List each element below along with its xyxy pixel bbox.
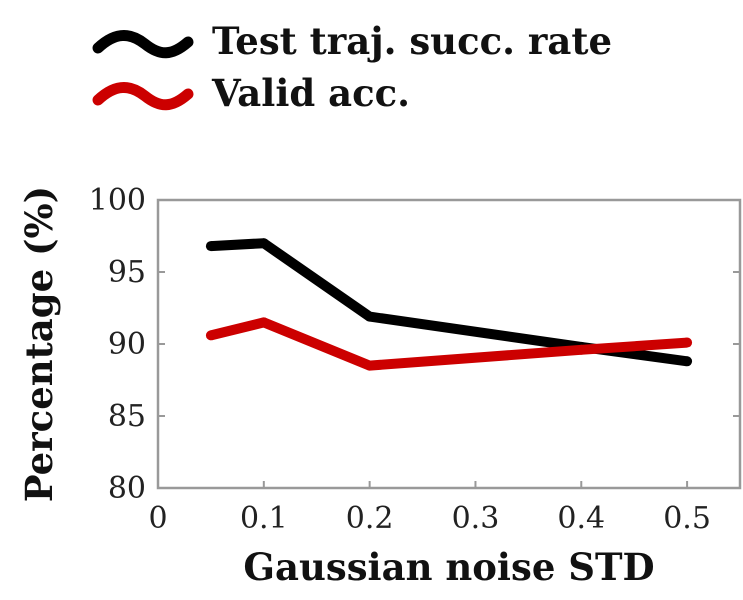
x-tick-label: 0.3: [452, 501, 500, 536]
x-tick-label: 0.5: [663, 501, 711, 536]
legend-label-test-traj: Test traj. succ. rate: [212, 19, 612, 63]
data-point: [364, 311, 375, 322]
x-tick-label: 0.2: [346, 501, 394, 536]
legend-label-valid-acc: Valid acc.: [211, 71, 410, 115]
data-point: [682, 356, 693, 367]
series-layer: [205, 238, 693, 371]
x-axis-label: Gaussian noise STD: [243, 545, 654, 589]
data-point: [205, 241, 216, 252]
y-axis-label: Percentage (%): [17, 186, 61, 502]
y-tick-label: 85: [108, 399, 146, 434]
x-tick-label: 0.4: [557, 501, 605, 536]
x-tick-label: 0: [148, 501, 167, 536]
legend-swatch-test-traj: [92, 30, 194, 59]
legend-swatch-valid-acc: [92, 82, 194, 111]
y-tick-label: 90: [108, 327, 146, 362]
data-point: [364, 360, 375, 371]
data-point: [205, 330, 216, 341]
x-tick-label: 0.1: [240, 501, 288, 536]
data-point: [258, 317, 269, 328]
legend: Test traj. succ. rate Valid acc.: [92, 19, 612, 115]
y-axis: 80 85 90 95 100: [89, 183, 740, 506]
x-axis: 0 0.1 0.2 0.3 0.4 0.5: [148, 481, 711, 536]
y-tick-label: 95: [108, 255, 146, 290]
y-tick-label: 100: [89, 183, 146, 218]
data-point: [258, 238, 269, 249]
data-point: [576, 344, 587, 355]
y-tick-label: 80: [108, 471, 146, 506]
data-point: [682, 337, 693, 348]
